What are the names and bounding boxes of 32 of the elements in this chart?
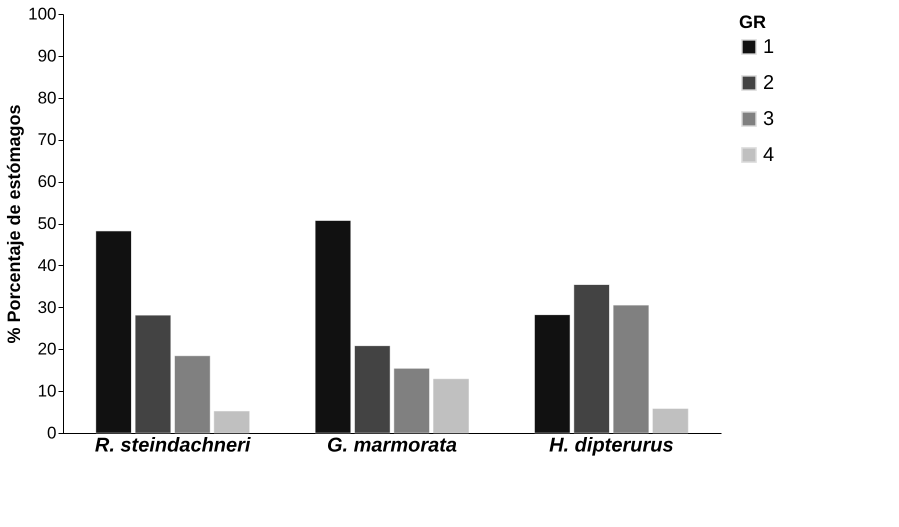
bar — [174, 356, 210, 434]
y-tick-label: 10 — [38, 382, 56, 401]
y-tick-label: 60 — [38, 172, 56, 192]
bar — [613, 304, 649, 434]
y-axis-title: % Porcentaje de estómagos — [4, 104, 24, 344]
bar — [135, 315, 171, 434]
legend-label: 1 — [763, 36, 774, 58]
bar — [652, 408, 688, 434]
bar — [534, 314, 570, 434]
y-tick-label: 100 — [28, 4, 56, 24]
bar — [314, 220, 351, 434]
bar — [96, 230, 132, 434]
y-tick-label: 0 — [47, 424, 56, 442]
y-tick-label: 80 — [38, 88, 56, 108]
bar — [433, 378, 470, 434]
y-tick-label: 70 — [38, 130, 56, 150]
bar — [214, 410, 250, 434]
bar — [574, 284, 610, 434]
x-tick-label: R. steindachneri — [94, 434, 251, 456]
y-tick-label: 20 — [38, 340, 56, 359]
y-tick-label: 30 — [38, 298, 56, 317]
legend-title: GR — [739, 12, 766, 32]
bar — [354, 346, 390, 434]
y-tick-label: 50 — [38, 214, 56, 233]
legend-label: 4 — [763, 144, 774, 166]
y-tick-label: 40 — [38, 256, 56, 275]
x-tick-label: H. dipterurus — [549, 434, 674, 456]
x-tick-label: G. marmorata — [326, 434, 458, 456]
bar — [394, 368, 430, 434]
legend-label: 2 — [763, 72, 774, 94]
y-tick-label: 90 — [38, 46, 56, 66]
legend-label: 3 — [763, 108, 774, 130]
